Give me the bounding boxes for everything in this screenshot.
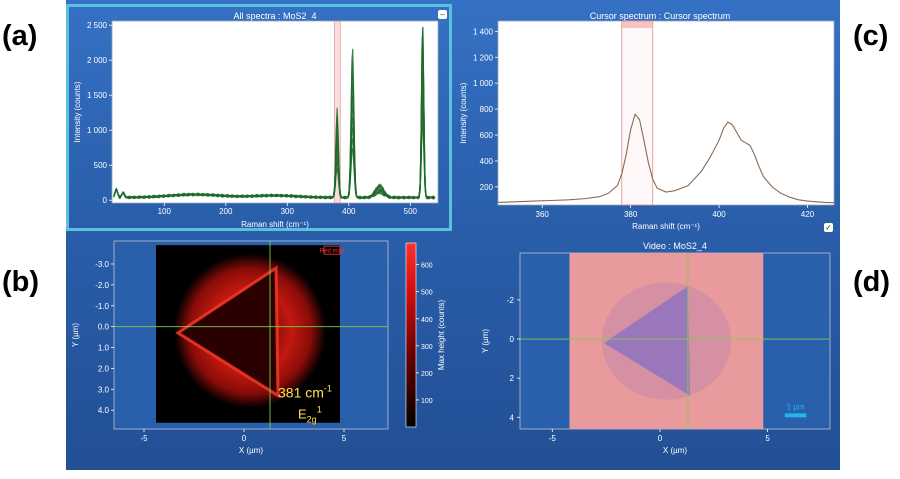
y-tick-label: 1 000 <box>87 126 108 135</box>
y-tick-label: 800 <box>480 105 494 114</box>
x-tick-label: 300 <box>281 207 295 216</box>
y-axis-label: Intensity (counts) <box>459 82 468 143</box>
x-axis-label: Raman shift (cm⁻¹) <box>241 220 309 229</box>
highlight-handle <box>621 21 653 28</box>
panel-label-a: (a) <box>2 20 38 52</box>
x-tick-label: 100 <box>158 207 172 216</box>
x-tick-label: 200 <box>219 207 233 216</box>
y-tick-label: 500 <box>94 161 108 170</box>
y-axis-label: Y (µm) <box>481 329 490 353</box>
chart-cursor-spectrum: 360 380 400 420 200 400 600 800 1 000 1 200 1 400 R… <box>459 20 835 231</box>
y-tick-label: -2 <box>507 296 515 305</box>
minimize-icon[interactable]: – <box>438 10 447 19</box>
y-tick-label: 2 000 <box>87 56 108 65</box>
x-tick-label: 5 <box>765 434 770 443</box>
colorbar-tick-label: 500 <box>421 290 433 297</box>
colorbar <box>405 242 417 428</box>
spectrum-line <box>113 123 436 200</box>
y-tick-label: 2.0 <box>98 364 110 373</box>
y-axis-label: Intensity (counts) <box>73 81 82 142</box>
y-axis-label: Y (µm) <box>71 323 80 347</box>
y-tick-label: -2.0 <box>95 281 109 290</box>
y-tick-label: 4 <box>510 413 515 422</box>
x-tick-label: 420 <box>801 210 815 219</box>
chart-red-map: Red map 381 cm-1 E2g1 -5 0 5 -3.0 -2.0 -1.0 0.0 1.… <box>71 240 446 455</box>
x-axis-label: Raman shift (cm⁻¹) <box>632 222 700 231</box>
y-tick-label: 1 400 <box>473 27 494 36</box>
cursor-spectrum-line <box>497 113 835 204</box>
y-tick-label: -1.0 <box>95 302 109 311</box>
y-tick-label: 1 000 <box>473 79 494 88</box>
colorbar-tick-label: 300 <box>421 344 433 351</box>
x-tick-label: -5 <box>140 434 148 443</box>
y-tick-label: 200 <box>480 183 494 192</box>
scale-bar-label: 1 µm <box>787 402 805 411</box>
chart-all-spectra: 100 200 300 400 500 0 500 1 000 1 500 2 000 2 500 R… <box>73 20 439 229</box>
x-tick-label: -5 <box>549 434 557 443</box>
peak-annotation: 381 cm-1 <box>278 384 332 401</box>
x-tick-label: 380 <box>624 210 638 219</box>
x-tick-label: 400 <box>342 207 356 216</box>
colorbar-tick-label: 400 <box>421 317 433 324</box>
mode-annotation: E2g1 <box>298 405 322 425</box>
map-tag-box <box>323 245 341 255</box>
scale-bar <box>784 413 807 418</box>
x-tick-label: 0 <box>242 434 247 443</box>
y-tick-label: 0 <box>510 335 515 344</box>
colorbar-tick-label: 600 <box>421 263 433 270</box>
y-tick-label: 0.0 <box>98 323 110 332</box>
y-tick-label: 2 500 <box>87 21 108 30</box>
selected-panel-frame[interactable] <box>66 4 452 231</box>
colorbar-label: Max height (counts) <box>437 300 446 371</box>
y-tick-label: 400 <box>480 157 494 166</box>
y-tick-label: 1.0 <box>98 344 110 353</box>
x-tick-label: 0 <box>658 434 663 443</box>
x-tick-label: 400 <box>712 210 726 219</box>
plot-title-d: Video : MoS2_4 <box>643 241 707 251</box>
plot-title-c: Cursor spectrum : Cursor spectrum <box>589 11 731 21</box>
plot-area <box>111 20 439 204</box>
y-tick-label: 1 200 <box>473 53 494 62</box>
x-tick-label: 360 <box>536 210 550 219</box>
x-tick-label: 500 <box>404 207 418 216</box>
panel-label-c: (c) <box>853 20 889 52</box>
map-tag: Red map <box>320 249 345 255</box>
map-triangle <box>175 265 280 399</box>
colorbar-tick-label: 200 <box>421 371 433 378</box>
y-tick-label: 1 500 <box>87 91 108 100</box>
chart-video-image: 1 µm -5 0 5 -2 0 2 4 X (µm) Y (µm) <box>481 252 831 455</box>
panel-label-b: (b) <box>2 266 40 298</box>
colorbar-tick-label: 100 <box>421 398 433 405</box>
highlight-band <box>621 20 654 206</box>
x-tick-label: 5 <box>342 434 347 443</box>
panel-label-d: (d) <box>853 266 891 298</box>
y-tick-label: 3.0 <box>98 385 110 394</box>
plot-title-a: All spectra : MoS2_4 <box>233 11 317 21</box>
x-axis-label: X (µm) <box>663 446 687 455</box>
y-tick-label: 2 <box>510 374 515 383</box>
x-axis-label: X (µm) <box>239 446 263 455</box>
plot-area <box>497 20 835 206</box>
y-tick-label: 4.0 <box>98 406 110 415</box>
video-triangle <box>603 286 691 396</box>
y-tick-label: 0 <box>103 196 108 205</box>
y-tick-label: -3.0 <box>95 260 109 269</box>
checkbox-icon[interactable]: ✓ <box>824 223 833 232</box>
y-tick-label: 600 <box>480 131 494 140</box>
